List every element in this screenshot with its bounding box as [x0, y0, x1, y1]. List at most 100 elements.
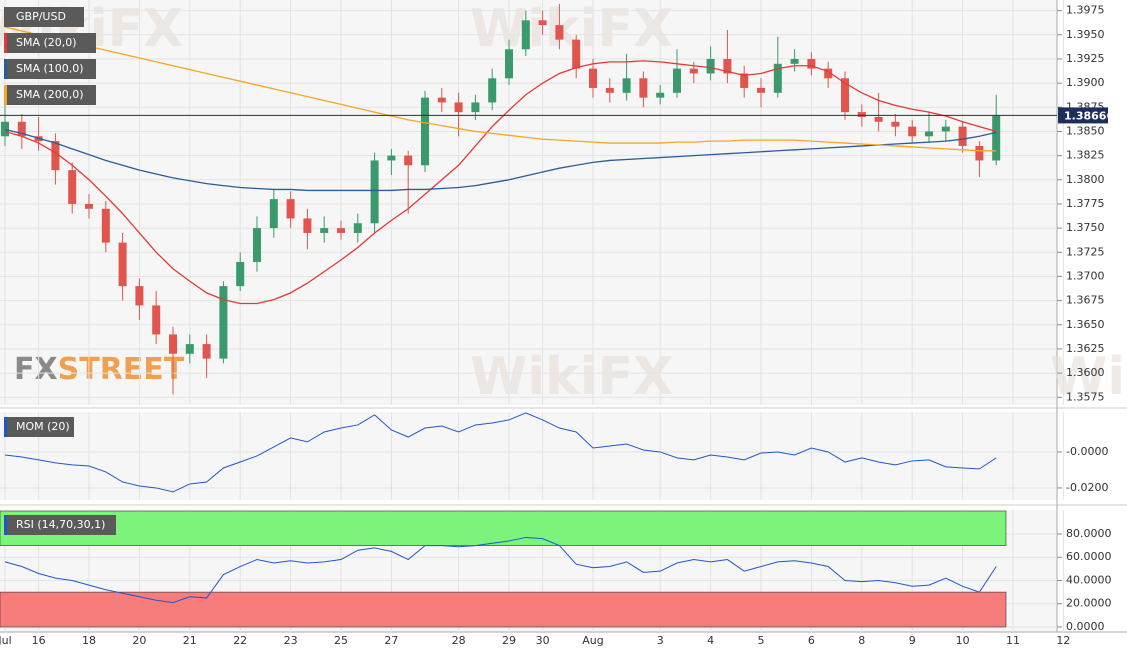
candle-body: [404, 155, 413, 166]
brand: FXSTREET: [14, 352, 185, 387]
legend-box: [4, 85, 96, 105]
line: [4, 128, 997, 192]
x-tick-label: 29: [502, 634, 516, 647]
x-tick-label: 20: [132, 634, 146, 647]
y-tick-label: 1.3725: [1066, 245, 1105, 258]
plots: Jul 16 18 20 21 22 23 25 27 28 29 30 Aug 3 4 5 6 8 9 10 11 12…: [0, 0, 1112, 647]
price-panel: [0, 0, 1057, 405]
candle-body: [975, 145, 984, 161]
candle-body: [51, 141, 60, 171]
candle-body: [891, 121, 900, 127]
x-tick-label: 18: [82, 634, 96, 647]
legend-label: GBP/USD: [16, 10, 66, 23]
legend-swatch: [4, 33, 7, 53]
candle-body: [605, 87, 614, 93]
candle-body: [841, 78, 849, 113]
y-tick-label: 40.0000: [1066, 573, 1112, 586]
candle-body: [135, 286, 144, 306]
legend-swatch: [4, 417, 7, 437]
candle-body: [572, 39, 581, 69]
y-tick-label: 1.3975: [1066, 4, 1105, 17]
y-tick-label: 1.3600: [1066, 366, 1105, 379]
candle-body: [807, 58, 816, 69]
candle-body: [337, 228, 345, 233]
legend-label: SMA (100,0): [16, 62, 84, 75]
y-tick-label: 1.3825: [1066, 149, 1105, 162]
legend-swatch: [4, 515, 7, 535]
watermark: WikiFX: [470, 0, 673, 59]
candle-body: [857, 112, 866, 117]
candle-body: [874, 116, 883, 122]
candle-body: [656, 92, 665, 98]
x-tick-label: 21: [183, 634, 197, 647]
x-tick-label: 8: [858, 634, 865, 647]
y-tick-label: 1.3625: [1066, 342, 1105, 355]
y-tick-label: 1.3925: [1066, 52, 1105, 65]
candle-body: [723, 58, 732, 74]
candle-body: [118, 242, 127, 287]
candle-body: [68, 170, 77, 204]
legend-label: SMA (200,0): [16, 88, 84, 101]
x-tick-label: Aug: [582, 634, 603, 647]
y-tick-label: 1.3650: [1066, 318, 1105, 331]
candle-body: [521, 20, 530, 50]
brand-suffix: STREET: [58, 352, 185, 387]
candle-body: [773, 63, 782, 93]
legend-box: [4, 7, 84, 27]
candle-body: [622, 78, 631, 93]
candle-body: [1, 121, 9, 137]
x-tick-label: 25: [334, 634, 348, 647]
candle-body: [757, 87, 765, 93]
legend-box: [4, 59, 96, 79]
watermark: WikiFX: [470, 347, 673, 407]
y-tick-label: -0.0200: [1066, 481, 1108, 494]
candle-body: [17, 121, 26, 137]
x-tick-label: 27: [384, 634, 398, 647]
candle-body: [454, 102, 463, 113]
candle-body: [941, 126, 950, 132]
candle-body: [152, 305, 161, 335]
candle-body: [253, 228, 261, 262]
legend-box: [4, 515, 116, 535]
y-tick-label: 1.3675: [1066, 294, 1105, 307]
overbought-band: [0, 510, 1007, 546]
x-tick-label: Jul: [0, 634, 12, 647]
candle-body: [85, 203, 93, 209]
y-tick-label: 0.0000: [1066, 620, 1105, 633]
candle-body: [505, 49, 513, 79]
candle-body: [958, 126, 967, 146]
y-tick-label: 1.3900: [1066, 76, 1105, 89]
x-tick-label: 30: [536, 634, 550, 647]
candle-body: [101, 208, 110, 243]
legends: GBP/USD SMA (20,0) SMA (100,0) SMA (200,0) M…: [4, 7, 116, 535]
x-tick-label: 23: [284, 634, 298, 647]
candle-body: [202, 344, 211, 359]
candle-body: [706, 58, 715, 74]
legend-box: [4, 417, 74, 437]
line: [4, 412, 997, 493]
mom-panel: [0, 412, 1057, 500]
candle-body: [269, 199, 278, 229]
legend-label: RSI (14,70,30,1): [16, 518, 105, 531]
y-tick-label: 1.3700: [1066, 269, 1105, 282]
candle-body: [387, 155, 396, 161]
candle-body: [790, 58, 799, 64]
candle-body: [185, 344, 194, 354]
x-tick-label: 11: [1006, 634, 1020, 647]
candle-body: [555, 25, 564, 40]
candle-body: [689, 68, 698, 74]
line: [4, 536, 997, 604]
x-tick-label: 5: [758, 634, 765, 647]
x-tick-label: 9: [909, 634, 916, 647]
candle-body: [925, 131, 933, 137]
legend-box: [4, 33, 96, 53]
candle-body: [421, 97, 429, 166]
legend-swatch: [4, 59, 7, 79]
candle-body: [824, 68, 833, 79]
x-tick-label: 10: [956, 634, 970, 647]
candle-body: [488, 78, 497, 103]
x-tick-label: 16: [32, 634, 46, 647]
watermark: WikiFX: [1050, 347, 1127, 407]
candle-body: [908, 126, 917, 137]
